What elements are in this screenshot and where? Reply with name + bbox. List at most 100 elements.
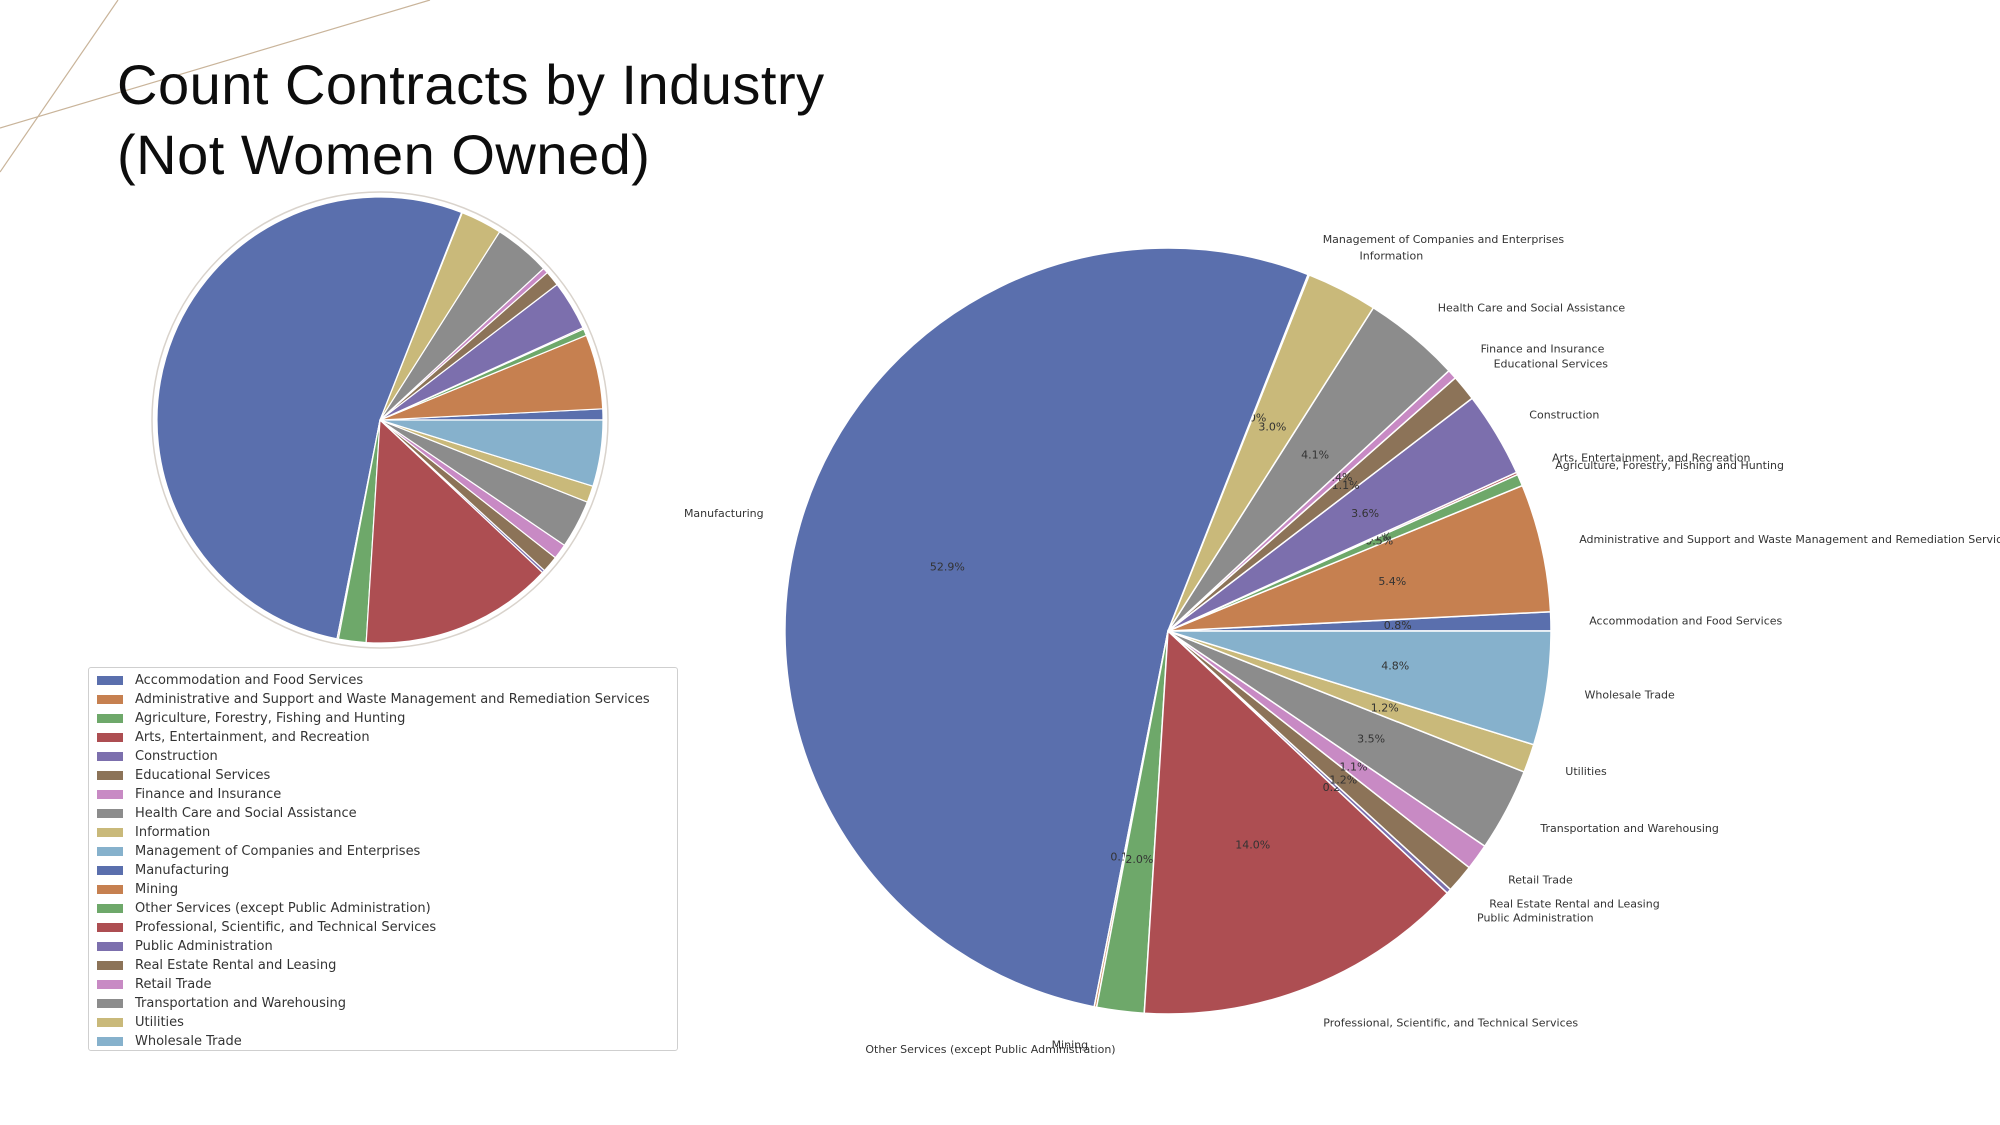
legend-item: Health Care and Social Assistance: [97, 804, 677, 823]
legend-label: Educational Services: [135, 768, 271, 783]
legend-label: Real Estate Rental and Leasing: [135, 958, 337, 973]
legend-swatch: [97, 752, 123, 761]
legend-label: Administrative and Support and Waste Man…: [135, 692, 650, 707]
legend-label: Information: [135, 825, 211, 840]
small-pie-slice-wholesale-trade: [379, 419, 604, 487]
legend-item: Manufacturing: [97, 861, 677, 880]
legend-swatch: [97, 961, 123, 970]
chart-legend: Accommodation and Food Services Administr…: [88, 667, 678, 1051]
legend-label: Other Services (except Public Administra…: [135, 901, 431, 916]
legend-label: Accommodation and Food Services: [135, 673, 364, 688]
small-pie-ring: [151, 191, 609, 649]
legend-item: Educational Services: [97, 766, 677, 785]
large-pie-category-label-educational-services: Educational Services: [1494, 358, 1609, 371]
legend-swatch: [97, 676, 123, 685]
legend-label: Finance and Insurance: [135, 787, 282, 802]
legend-item: Finance and Insurance: [97, 785, 677, 804]
large-pie-slice-professional-scientific-and-technical-services: [1143, 629, 1449, 1015]
large-pie-category-label-construction: Construction: [1529, 408, 1599, 421]
legend-label: Utilities: [135, 1015, 184, 1030]
large-pie-category-label-wholesale-trade: Wholesale Trade: [1585, 688, 1676, 701]
legend-label: Mining: [135, 882, 179, 897]
large-pie-pct-label-educational-services: 1.1%: [1332, 479, 1360, 492]
legend-item: Wholesale Trade: [97, 1032, 677, 1051]
legend-label: Transportation and Warehousing: [135, 996, 346, 1011]
legend-item: Other Services (except Public Administra…: [97, 899, 677, 918]
large-pie-pct-label-construction: 3.6%: [1351, 507, 1379, 520]
large-pie-category-label-information: Information: [1360, 250, 1424, 263]
large-pie-pct-label-manufacturing: 52.9%: [930, 561, 965, 574]
legend-swatch: [97, 809, 123, 818]
legend-label: Agriculture, Forestry, Fishing and Hunti…: [135, 711, 406, 726]
legend-swatch: [97, 828, 123, 837]
large-pie-category-label-other-services-except-public-administration: Other Services (except Public Administra…: [865, 1043, 1115, 1056]
large-pie-pct-label-wholesale-trade: 4.8%: [1381, 660, 1409, 673]
legend-label: Retail Trade: [135, 977, 212, 992]
legend-swatch: [97, 885, 123, 894]
large-pie-pct-label-professional-scientific-and-technical-services: 14.0%: [1235, 839, 1270, 852]
page-title: Count Contracts by Industry (Not Women O…: [117, 50, 825, 190]
large-pie-category-label-retail-trade: Retail Trade: [1508, 874, 1573, 887]
large-pie-pct-label-accommodation-and-food-services: 0.8%: [1384, 619, 1412, 632]
legend-swatch: [97, 1037, 123, 1046]
legend-item: Utilities: [97, 1013, 677, 1032]
legend-swatch: [97, 999, 123, 1008]
large-pie-category-label-public-administration: Public Administration: [1477, 911, 1594, 924]
legend-swatch: [97, 1018, 123, 1027]
legend-label: Professional, Scientific, and Technical …: [135, 920, 437, 935]
legend-item: Information: [97, 823, 677, 842]
decorative-line: [0, 0, 431, 129]
large-pie-pct-label-health-care-and-social-assistance: 4.1%: [1301, 449, 1329, 462]
decorative-line: [0, 0, 119, 173]
legend-item: Transportation and Warehousing: [97, 994, 677, 1013]
large-pie-category-label-accommodation-and-food-services: Accommodation and Food Services: [1589, 614, 1782, 627]
large-pie-category-label-professional-scientific-and-technical-services: Professional, Scientific, and Technical …: [1323, 1017, 1578, 1030]
large-pie-category-label-manufacturing: Manufacturing: [684, 507, 764, 520]
legend-swatch: [97, 790, 123, 799]
large-pie-category-label-transportation-and-warehousing: Transportation and Warehousing: [1539, 822, 1719, 835]
legend-label: Health Care and Social Assistance: [135, 806, 357, 821]
title-line-2: (Not Women Owned): [117, 123, 651, 186]
title-line-1: Count Contracts by Industry: [117, 53, 825, 116]
large-pie-category-label-management-of-companies-and-enterprises: Management of Companies and Enterprises: [1323, 233, 1565, 246]
legend-swatch: [97, 695, 123, 704]
large-pie-category-label-arts-entertainment-and-recreation: Arts, Entertainment, and Recreation: [1552, 452, 1750, 465]
legend-item: Construction: [97, 747, 677, 766]
legend-swatch: [97, 733, 123, 742]
legend-swatch: [97, 904, 123, 913]
large-pie-pct-label-utilities: 1.2%: [1371, 701, 1399, 714]
large-pie-category-label-agriculture-forestry-fishing-and-hunting: Agriculture, Forestry, Fishing and Hunti…: [1555, 459, 1784, 472]
large-pie-slice-wholesale-trade: [1167, 630, 1552, 746]
legend-item: Arts, Entertainment, and Recreation: [97, 728, 677, 747]
large-pie-category-label-health-care-and-social-assistance: Health Care and Social Assistance: [1438, 301, 1626, 314]
large-pie-slice-manufacturing: [784, 247, 1310, 1008]
small-pie-chart: [151, 191, 609, 649]
small-pie-slice-manufacturing: [156, 196, 463, 640]
legend-swatch: [97, 847, 123, 856]
decorative-lines: [0, 0, 431, 173]
legend-item: Agriculture, Forestry, Fishing and Hunti…: [97, 709, 677, 728]
legend-item: Administrative and Support and Waste Man…: [97, 690, 677, 709]
large-pie-pct-label-other-services-except-public-administration: 2.0%: [1125, 853, 1153, 866]
legend-swatch: [97, 771, 123, 780]
legend-item: Professional, Scientific, and Technical …: [97, 918, 677, 937]
legend-swatch: [97, 980, 123, 989]
legend-item: Real Estate Rental and Leasing: [97, 956, 677, 975]
legend-label: Construction: [135, 749, 218, 764]
legend-label: Wholesale Trade: [135, 1034, 242, 1049]
large-pie-category-label-real-estate-rental-and-leasing: Real Estate Rental and Leasing: [1489, 898, 1659, 911]
legend-swatch: [97, 714, 123, 723]
legend-label: Public Administration: [135, 939, 273, 954]
large-pie-pct-label-information: 3.0%: [1258, 420, 1286, 433]
legend-item: Public Administration: [97, 937, 677, 956]
legend-swatch: [97, 923, 123, 932]
legend-item: Accommodation and Food Services: [97, 671, 677, 690]
large-pie-pct-label-administrative-and-support-and-waste-management-and-remediation-services: 5.4%: [1378, 575, 1406, 588]
small-pie-slice-professional-scientific-and-technical-services: [365, 418, 544, 644]
large-pie-category-label-administrative-and-support-and-waste-management-and-remediation-services: Administrative and Support and Waste Man…: [1579, 533, 2000, 546]
large-pie-category-label-finance-and-insurance: Finance and Insurance: [1481, 343, 1605, 356]
legend-label: Management of Companies and Enterprises: [135, 844, 421, 859]
legend-swatch: [97, 866, 123, 875]
large-pie-pct-label-real-estate-rental-and-leasing: 1.2%: [1329, 774, 1357, 787]
